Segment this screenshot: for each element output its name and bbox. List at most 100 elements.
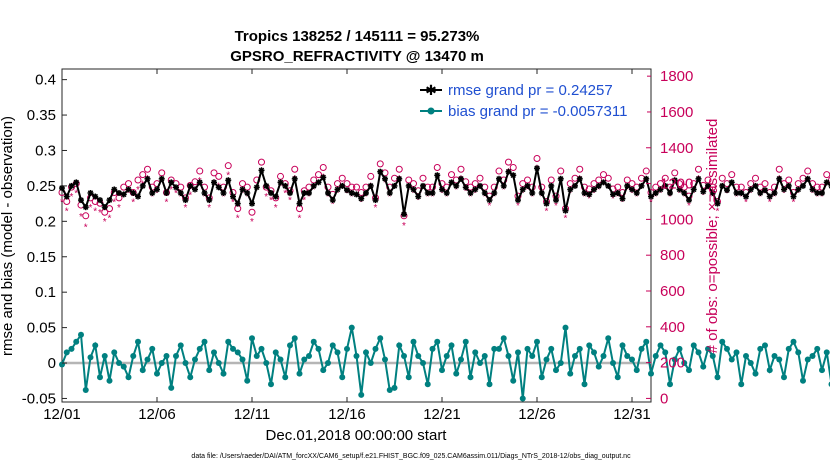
rmse-point-stroke bbox=[116, 190, 122, 196]
assimilated-obs-point: * bbox=[359, 197, 363, 208]
rmse-point bbox=[652, 189, 659, 196]
assimilated-obs-point: * bbox=[203, 192, 207, 203]
rmse-point bbox=[529, 189, 536, 196]
possible-obs-point bbox=[82, 212, 90, 220]
rmse-point bbox=[386, 189, 393, 196]
rmse-point-stroke bbox=[814, 190, 820, 196]
rmse-point-stroke bbox=[714, 200, 721, 207]
assimilated-obs-point: * bbox=[673, 178, 677, 189]
bias-point bbox=[106, 377, 113, 384]
rmse-point bbox=[695, 175, 702, 182]
rmse-point-stroke bbox=[662, 183, 668, 189]
x-tick-label: 12/06 bbox=[138, 406, 176, 423]
bias-point bbox=[557, 360, 564, 367]
assimilated-obs-point: * bbox=[231, 197, 235, 208]
rmse-point bbox=[595, 182, 602, 189]
assimilated-obs-point: * bbox=[625, 185, 629, 196]
rmse-point bbox=[192, 186, 198, 193]
rmse-point-stroke bbox=[657, 186, 664, 193]
rmse-point-stroke bbox=[700, 188, 706, 195]
rmse-point-stroke bbox=[743, 193, 749, 200]
bias-point bbox=[481, 352, 488, 359]
y2-tick-label: 0 bbox=[660, 390, 668, 407]
rmse-point bbox=[804, 175, 811, 182]
rmse-point bbox=[719, 182, 726, 189]
rmse-point-stroke bbox=[182, 197, 189, 203]
bias-point bbox=[329, 342, 336, 349]
bias-point bbox=[339, 374, 346, 381]
rmse-point bbox=[296, 200, 303, 207]
rmse-point-stroke bbox=[467, 190, 474, 196]
assimilated-obs-point: * bbox=[483, 192, 487, 203]
assimilated-obs-point: * bbox=[165, 197, 169, 208]
assimilated-obs-point: * bbox=[350, 192, 354, 203]
possible-obs-point bbox=[823, 171, 830, 179]
assimilated-obs-point: * bbox=[621, 197, 625, 208]
rmse-point-stroke bbox=[125, 186, 132, 193]
rmse-point-stroke bbox=[401, 211, 407, 217]
x-tick-label: 12/26 bbox=[518, 406, 556, 423]
rmse-point-stroke bbox=[216, 184, 222, 191]
rmse-point-stroke bbox=[282, 183, 288, 189]
rmse-point bbox=[657, 186, 664, 193]
rmse-point bbox=[139, 182, 146, 189]
bias-point bbox=[401, 352, 407, 359]
rmse-point bbox=[206, 197, 213, 204]
rmse-point bbox=[785, 182, 792, 189]
rmse-point bbox=[738, 189, 745, 196]
assimilated-obs-point: * bbox=[820, 192, 824, 203]
bias-point bbox=[548, 345, 555, 352]
rmse-point-stroke bbox=[149, 190, 155, 196]
bias-point bbox=[819, 367, 825, 374]
assimilated-obs-point: * bbox=[160, 178, 164, 189]
rmse-point-stroke bbox=[600, 179, 607, 186]
assimilated-obs-point: * bbox=[611, 194, 615, 205]
rmse-point-stroke bbox=[486, 197, 493, 203]
rmse-point-stroke bbox=[767, 193, 773, 200]
bias-point bbox=[491, 345, 498, 352]
rmse-point bbox=[320, 174, 327, 181]
assimilated-obs-point: * bbox=[155, 189, 159, 200]
bias-point bbox=[515, 349, 521, 356]
bias-point bbox=[795, 349, 802, 356]
rmse-point bbox=[481, 189, 488, 196]
possible-obs-point bbox=[671, 169, 679, 177]
possible-obs-point bbox=[376, 160, 384, 168]
rmse-point-stroke bbox=[173, 184, 179, 191]
possible-obs-point bbox=[248, 208, 256, 216]
rmse-point bbox=[101, 204, 108, 211]
assimilated-obs-point: * bbox=[473, 189, 477, 200]
x-axis-label: Dec.01,2018 00:00:00 start bbox=[266, 427, 448, 444]
chart-subtitle: GPSRO_REFRACTIVITY @ 13470 m bbox=[230, 48, 484, 65]
x-tick-label: 12/31 bbox=[613, 406, 651, 423]
rmse-point-stroke bbox=[73, 179, 79, 186]
bias-point bbox=[348, 324, 355, 331]
possible-obs-point bbox=[761, 180, 769, 188]
rmse-point bbox=[576, 175, 583, 182]
rmse-point-stroke bbox=[615, 190, 621, 196]
rmse-point bbox=[382, 175, 388, 182]
assimilated-obs-point: * bbox=[711, 192, 715, 203]
rmse-point-stroke bbox=[805, 176, 811, 182]
assimilated-obs-point: * bbox=[682, 192, 686, 203]
bias-point bbox=[781, 374, 787, 381]
bias-point bbox=[367, 360, 374, 367]
bias-point bbox=[377, 335, 384, 342]
rmse-point-stroke bbox=[211, 179, 217, 186]
rmse-point-stroke bbox=[301, 190, 307, 196]
bias-point bbox=[325, 360, 331, 367]
possible-obs-point bbox=[509, 163, 517, 171]
rmse-point bbox=[258, 167, 265, 174]
rmse-point bbox=[282, 182, 289, 189]
rmse-point-stroke bbox=[225, 177, 231, 183]
rmse-point-stroke bbox=[97, 197, 103, 203]
possible-obs-point bbox=[258, 158, 265, 166]
assimilated-obs-point: * bbox=[815, 192, 819, 203]
rmse-point bbox=[766, 193, 773, 200]
series-layer: *** **** * ** ** ** **** **** * *** ******* **** ***… bbox=[58, 155, 830, 402]
rmse-point bbox=[762, 187, 768, 194]
legend-rmse-marker: ✱ bbox=[425, 82, 437, 98]
bias-point bbox=[424, 381, 431, 388]
bias-point bbox=[168, 384, 175, 391]
rmse-point bbox=[325, 189, 331, 196]
